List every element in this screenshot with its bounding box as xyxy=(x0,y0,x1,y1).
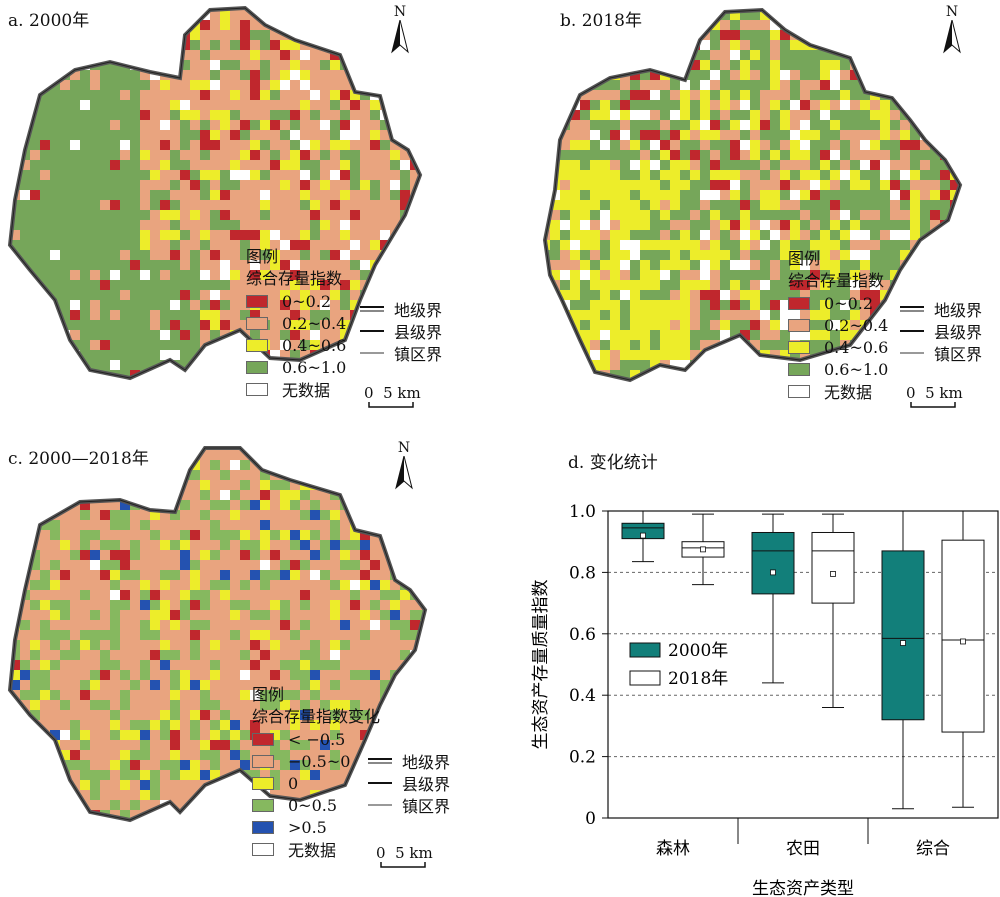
north-arrow-icon: N xyxy=(388,4,412,58)
legend-item: −0.5~0 xyxy=(252,750,380,772)
legend-swatch-2 xyxy=(252,776,274,790)
y-tick-label: 0.8 xyxy=(569,563,596,583)
legend-heading: 图例 xyxy=(788,249,821,268)
legend-status-b: 图例 综合存量指数 0~0.2 0.2~0.4 0.4~0.6 0.6~1.0 … xyxy=(788,248,888,402)
y-axis-label: 生态资产存量质量指数 xyxy=(531,580,551,750)
box-0-2 xyxy=(881,510,925,810)
y-tick-label: 0.6 xyxy=(569,625,596,645)
box-iqr xyxy=(881,550,925,721)
north-arrow-icon: N xyxy=(392,440,416,494)
legend-label: 2000年 xyxy=(668,641,728,661)
legend-swatch xyxy=(629,670,661,686)
boundary-legend-c: 地级界 县级界 镇区界 xyxy=(368,753,451,816)
panel-a-title: a. 2000年 xyxy=(8,11,90,31)
chart-legend: 2000年 2018年 xyxy=(629,641,728,689)
legend-swatch-3 xyxy=(788,362,810,376)
panel-b-title: b. 2018年 xyxy=(560,11,642,31)
x-tick-label: 森林 xyxy=(656,839,690,859)
legend-item: 0.6~1.0 xyxy=(246,356,346,378)
mean-marker xyxy=(700,546,706,553)
panel-c-title: c. 2000—2018年 xyxy=(8,449,149,469)
map-change xyxy=(8,446,427,822)
box-iqr xyxy=(941,539,985,733)
legend-swatch-1 xyxy=(252,754,274,768)
box-1-1 xyxy=(811,513,855,708)
legend-item: 无数据 xyxy=(246,378,346,400)
legend-swatch-4 xyxy=(246,382,268,396)
legend-item: 0.4~0.6 xyxy=(246,334,346,356)
box-iqr xyxy=(621,522,665,540)
map-2000 xyxy=(8,6,422,380)
y-tick-label: 0.2 xyxy=(569,748,596,768)
legend-swatch-5 xyxy=(252,842,274,856)
legend-item: 0.2~0.4 xyxy=(246,312,346,334)
legend-item: 0~0.5 xyxy=(252,794,380,816)
box-1-2 xyxy=(941,510,985,808)
legend-swatch-2 xyxy=(246,338,268,352)
panel-b-map-2018: b. 2018年 N 图例 综合存量指数 0~0.2 0.2~0.4 0.4~0… xyxy=(500,0,1000,440)
chart-grid xyxy=(608,571,998,758)
legend-swatch-0 xyxy=(246,294,268,308)
y-tick-label: 0 xyxy=(585,809,596,829)
mean-marker xyxy=(640,532,646,539)
y-tick-label: 1.0 xyxy=(569,502,596,522)
legend-swatch xyxy=(629,642,661,658)
legend-item: 0.2~0.4 xyxy=(788,314,888,336)
legend-subheading: 综合存量指数变化 xyxy=(252,707,381,726)
mean-marker xyxy=(960,638,966,645)
legend-change: 图例 综合存量指数变化 < −0.5 −0.5~0 0 0~0.5 >0.5 无… xyxy=(252,684,380,860)
mean-marker xyxy=(770,569,776,576)
legend-swatch-4 xyxy=(788,384,810,398)
box-iqr xyxy=(751,531,795,595)
legend-swatch-3 xyxy=(246,360,268,374)
x-tick-label: 综合 xyxy=(916,839,950,859)
chart-boxes xyxy=(621,510,985,810)
legend-item: 0.6~1.0 xyxy=(788,358,888,380)
x-axis-label: 生态资产类型 xyxy=(752,879,854,897)
plot-frame xyxy=(607,510,999,819)
legend-swatch-2 xyxy=(788,340,810,354)
x-tick-label: 农田 xyxy=(786,839,820,859)
legend-item: 0~0.2 xyxy=(788,292,888,314)
legend-swatch-1 xyxy=(788,318,810,332)
legend-swatch-4 xyxy=(252,820,274,834)
legend-swatch-0 xyxy=(788,296,810,310)
legend-item: 0.4~0.6 xyxy=(788,336,888,358)
map-2018 xyxy=(543,8,962,382)
panel-d-title: d. 变化统计 xyxy=(568,453,658,473)
chart-axes: 0 0.2 0.4 0.6 0.8 1.0 森林 农田 综合 xyxy=(569,502,950,859)
scale-bar-c: 0 5 km xyxy=(376,844,433,868)
legend-swatch-3 xyxy=(252,798,274,812)
panel-c-map-change: c. 2000—2018年 N 图例 综合存量指数变化 < −0.5 −0.5~… xyxy=(0,440,500,897)
legend-heading: 图例 xyxy=(246,247,279,266)
y-tick-label: 0.4 xyxy=(569,686,596,706)
legend-item: 无数据 xyxy=(252,838,380,860)
legend-swatch-1 xyxy=(246,316,268,330)
legend-item: 0 xyxy=(252,772,380,794)
mean-marker xyxy=(830,571,836,577)
box-0-1 xyxy=(751,513,795,684)
legend-status-a: 图例 综合存量指数 0~0.2 0.2~0.4 0.4~0.6 0.6~1.0 … xyxy=(246,246,346,400)
north-arrow-icon: N xyxy=(940,4,964,58)
scale-bar-a: 0 5 km xyxy=(364,384,421,408)
legend-label: 2018年 xyxy=(668,669,728,689)
mean-marker xyxy=(900,640,906,646)
legend-item: 0~0.2 xyxy=(246,290,346,312)
scale-bar-b: 0 5 km xyxy=(906,384,963,408)
box-1-0 xyxy=(681,513,725,586)
legend-swatch-0 xyxy=(252,732,274,746)
legend-item: >0.5 xyxy=(252,816,380,838)
legend-subheading: 综合存量指数 xyxy=(246,269,343,288)
box-iqr xyxy=(811,531,855,604)
legend-heading: 图例 xyxy=(252,685,285,704)
legend-subheading: 综合存量指数 xyxy=(788,271,885,290)
panel-a-map-2000: a. 2000年 N 图例 综合存量指数 0~0.2 0.2~0.4 0.4~0… xyxy=(0,0,500,440)
legend-item: 无数据 xyxy=(788,380,888,402)
legend-item: < −0.5 xyxy=(252,728,380,750)
box-0-0 xyxy=(621,510,665,563)
boundary-legend-b: 地级界 县级界 镇区界 xyxy=(900,301,983,364)
box-chart: 0 0.2 0.4 0.6 0.8 1.0 森林 农田 综合 2000年 2018年 生态资产存量… xyxy=(531,502,999,897)
boundary-legend-a: 地级界 县级界 镇区界 xyxy=(360,301,443,364)
